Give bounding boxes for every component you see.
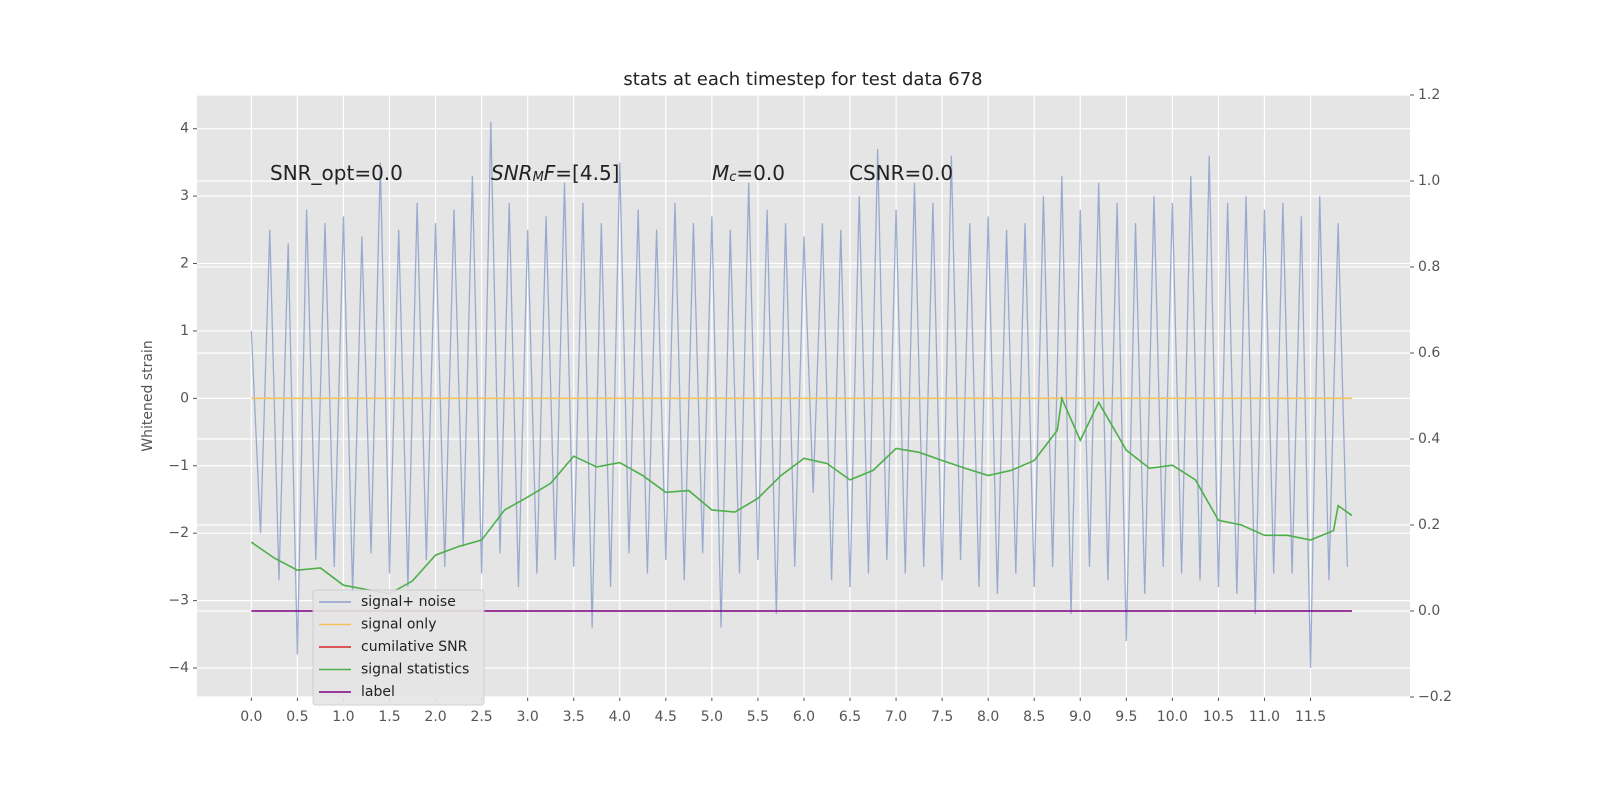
- y2-tick-label: 1.2: [1418, 87, 1440, 103]
- legend-label: signal+ noise: [361, 594, 456, 610]
- x-tick-label: 6.0: [793, 709, 815, 725]
- y2-tick-label: 0.6: [1418, 345, 1440, 361]
- y2-tick-label: 1.0: [1418, 173, 1440, 189]
- y2-tick-label: 0.2: [1418, 517, 1440, 533]
- y-tick-label: 4: [180, 121, 189, 137]
- annotation-part: CSNR=0.0: [849, 161, 953, 185]
- x-tick-label: 2.5: [470, 709, 492, 725]
- x-tick-label: 2.0: [424, 709, 446, 725]
- legend-label: signal only: [361, 617, 436, 633]
- y-tick-label: 1: [180, 323, 189, 339]
- y-tick-label: −4: [168, 660, 189, 676]
- x-tick-label: 3.0: [517, 709, 539, 725]
- annotation: CSNR=0.0: [849, 161, 953, 185]
- x-tick-label: 7.0: [885, 709, 907, 725]
- annotation-part: SNR: [491, 161, 533, 185]
- legend-label: label: [361, 684, 395, 700]
- chart-title: stats at each timestep for test data 678: [623, 69, 982, 90]
- annotation-part: =0.0: [736, 161, 785, 185]
- x-tick-label: 4.5: [655, 709, 677, 725]
- x-tick-label: 11.5: [1295, 709, 1326, 725]
- x-tick-label: 6.5: [839, 709, 861, 725]
- y-tick-label: −3: [168, 593, 189, 609]
- annotation-part: c: [729, 170, 736, 185]
- annotation-part: =[4.5]: [555, 161, 619, 185]
- x-tick-label: 10.0: [1157, 709, 1188, 725]
- series-line: [250, 121, 1349, 669]
- x-tick-label: 9.0: [1069, 709, 1091, 725]
- annotation-part: F: [544, 161, 556, 185]
- y2-tick-label: 0.4: [1418, 431, 1440, 447]
- x-tick-label: 8.5: [1023, 709, 1045, 725]
- legend-label: cumilative SNR: [361, 639, 468, 655]
- y2-tick-label: −0.2: [1418, 689, 1452, 705]
- x-tick-label: 4.0: [609, 709, 631, 725]
- series-line: [250, 395, 1353, 595]
- legend-label: signal statistics: [361, 662, 469, 678]
- annotation: SNR_opt=0.0: [270, 161, 403, 185]
- x-tick-label: 5.0: [701, 709, 723, 725]
- y-tick-label: −2: [168, 525, 189, 541]
- x-tick-label: 11.0: [1249, 709, 1280, 725]
- x-tick-label: 8.0: [977, 709, 999, 725]
- x-tick-label: 10.5: [1203, 709, 1234, 725]
- y-tick-label: 2: [180, 256, 189, 272]
- x-tick-label: 5.5: [747, 709, 769, 725]
- x-tick-label: 0.0: [240, 709, 262, 725]
- x-tick-label: 3.5: [563, 709, 585, 725]
- y-axis-label: Whitened strain: [140, 340, 156, 451]
- x-tick-label: 1.5: [378, 709, 400, 725]
- y-tick-label: 3: [180, 188, 189, 204]
- annotation-part: SNR_opt=0.0: [270, 161, 403, 185]
- y2-tick-label: 0.0: [1418, 603, 1440, 619]
- x-tick-label: 9.5: [1115, 709, 1137, 725]
- y-tick-label: −1: [168, 458, 189, 474]
- y-tick-label: 0: [180, 390, 189, 406]
- legend-box: [312, 589, 485, 706]
- annotation: SNRMF=[4.5]: [491, 161, 619, 186]
- x-tick-label: 1.0: [332, 709, 354, 725]
- y2-tick-label: 0.8: [1418, 259, 1440, 275]
- annotation-part: M: [533, 170, 544, 185]
- x-tick-label: 7.5: [931, 709, 953, 725]
- annotation-part: M: [712, 161, 729, 185]
- x-tick-label: 0.5: [286, 709, 308, 725]
- annotation: Mc=0.0: [712, 161, 785, 186]
